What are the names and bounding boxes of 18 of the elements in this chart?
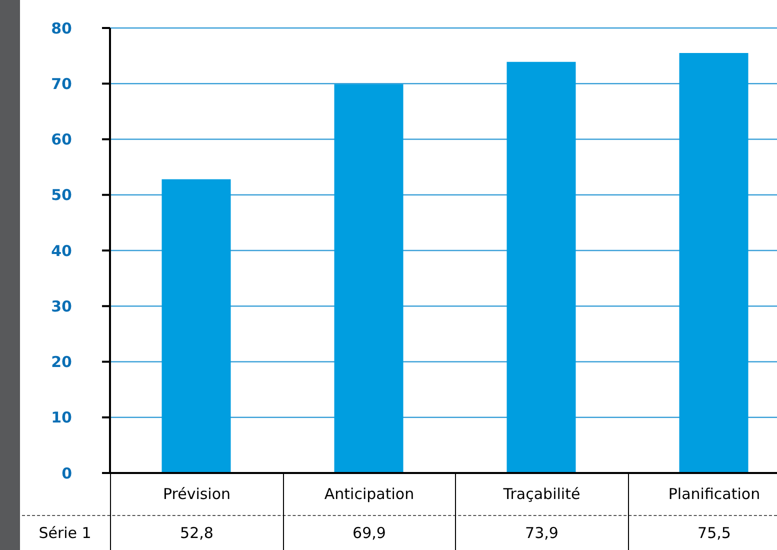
- text: Série 1: [38, 522, 92, 544]
- data-label: 73,9: [455, 515, 628, 550]
- x-tick-label: Planification: [628, 473, 777, 515]
- y-tick-label: 60: [51, 130, 72, 149]
- y-tick-label: 10: [51, 408, 72, 427]
- data-label: 69,9: [282, 515, 455, 550]
- y-tick-label: 50: [51, 186, 72, 204]
- y-tick-label: 30: [51, 297, 72, 316]
- y-tick-label: 0: [62, 464, 72, 482]
- data-label: 75,5: [628, 515, 777, 550]
- x-tick-label: Prévision: [110, 473, 282, 515]
- data-label: 52,8: [110, 515, 282, 550]
- x-tick-label: Traçabilité: [455, 473, 628, 515]
- x-tick-label: Anticipation: [282, 473, 455, 515]
- y-tick-label: 70: [51, 74, 72, 93]
- y-tick-label: 40: [51, 242, 72, 260]
- y-tick-label: 20: [51, 353, 72, 372]
- y-tick-label: 80: [51, 19, 72, 38]
